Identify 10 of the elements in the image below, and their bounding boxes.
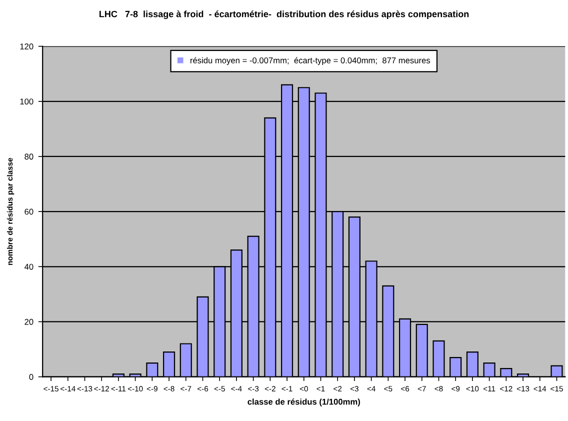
y-tick-label: 80	[24, 154, 34, 160]
y-tick-label: 120	[20, 44, 34, 50]
chart-title: LHC 7-8 lissage à froid - écartométrie- distribution des résidus après compensation	[100, 10, 469, 20]
legend-label: résidu moyen = -0.007mm; écart-type = 0.040mm; 877 mesures	[190, 57, 430, 66]
y-tick-label: 60	[24, 208, 34, 215]
y-tick-label: 100	[20, 98, 34, 104]
y-tick-label: 40	[24, 264, 34, 270]
y-tick-label: 20	[24, 318, 34, 325]
x-axis-title: classe de résidus (1/100mm)	[248, 398, 360, 406]
y-tick-label: 0	[29, 374, 34, 380]
